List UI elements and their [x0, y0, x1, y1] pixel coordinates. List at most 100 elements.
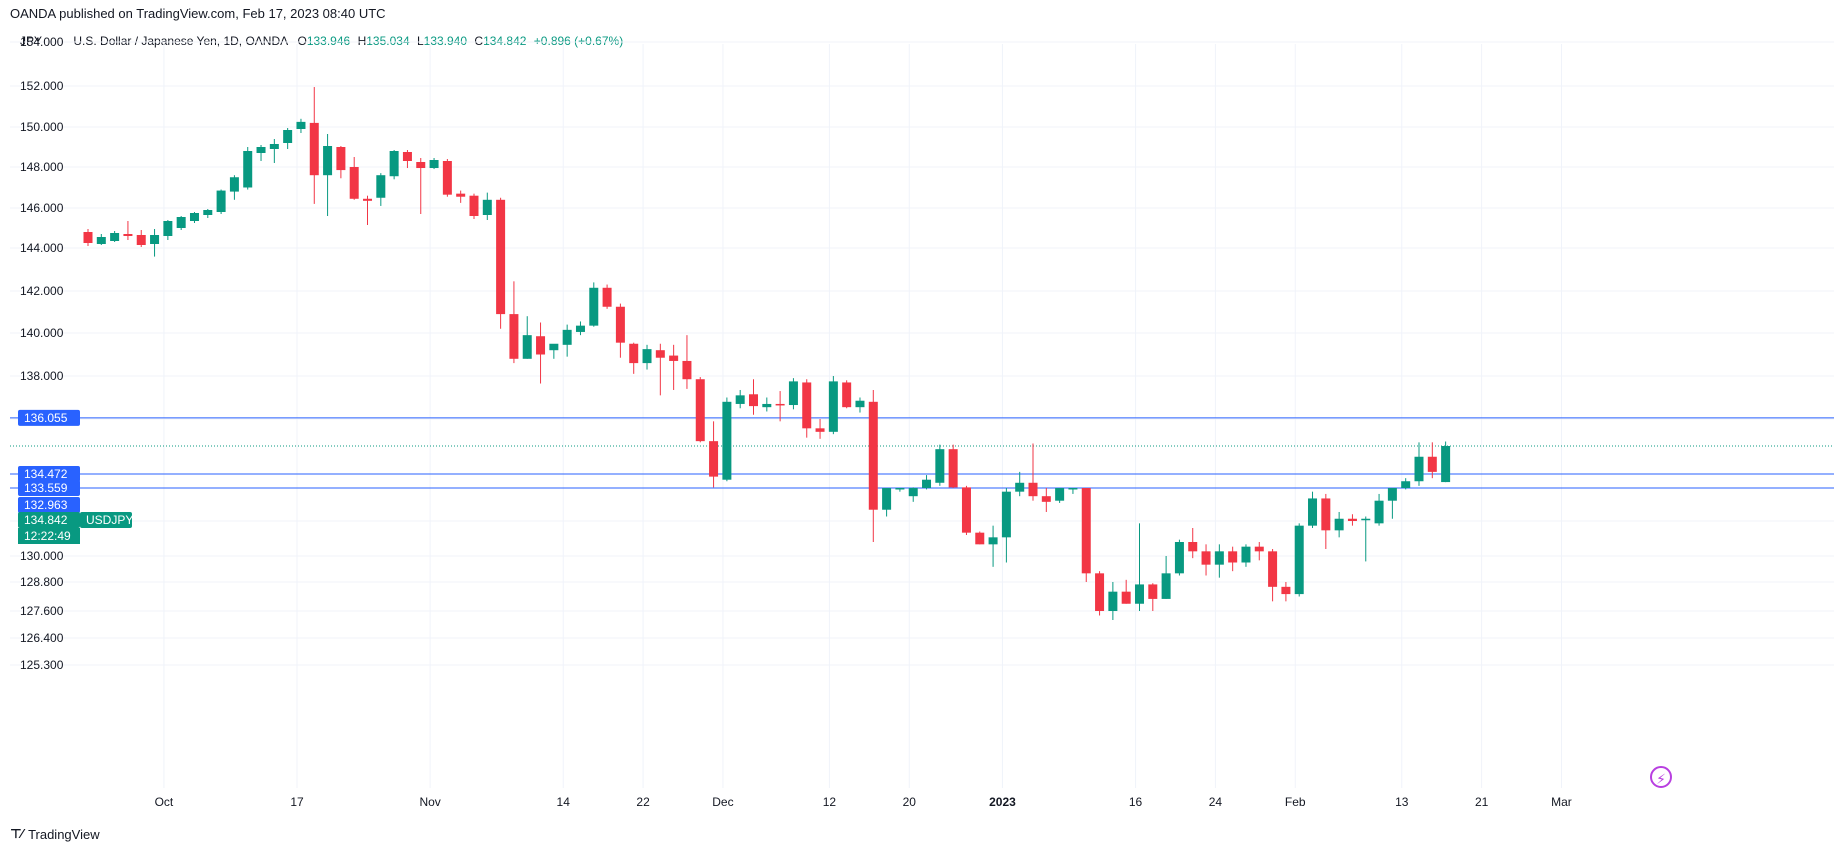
symbol-tag: USDJPY [86, 513, 133, 527]
candle-body [349, 167, 359, 199]
candle-body [150, 235, 160, 244]
low-label: L [416, 34, 424, 48]
candle-body [336, 147, 346, 171]
candle [948, 444, 958, 488]
x-tick-label: 16 [1129, 795, 1143, 809]
lightning-icon[interactable]: ⚡ [1650, 766, 1672, 788]
candle-body [1387, 488, 1397, 501]
candle [1427, 442, 1437, 479]
candle [283, 128, 293, 149]
x-tick-label: 17 [290, 795, 304, 809]
candle [615, 303, 625, 358]
candle [935, 444, 945, 486]
candle [988, 525, 998, 567]
candle-body [243, 151, 253, 188]
candle [549, 343, 559, 359]
candle [1108, 582, 1118, 620]
footer-brand[interactable]: TradingView [28, 826, 100, 842]
last-price-label-bg [18, 512, 80, 528]
candle [882, 488, 892, 517]
candle-body [1188, 542, 1198, 552]
candle-body [1161, 573, 1171, 599]
candle-body [1095, 573, 1105, 611]
candle-body [269, 144, 279, 149]
y-tick-label: 142.000 [20, 284, 64, 298]
candle [1334, 511, 1344, 538]
candle [189, 212, 199, 223]
candle [589, 282, 599, 327]
tradingview-logo-icon[interactable]: ⊤⁄ [10, 826, 23, 841]
candle [1214, 544, 1224, 578]
candle-body [1108, 591, 1118, 611]
candle-body [1041, 496, 1051, 502]
candlestick-chart[interactable]: 154.000 152.000 150.000 148.000 146.000 144.0… [0, 0, 1834, 820]
candle-body [309, 122, 319, 176]
candle-body [1068, 488, 1078, 490]
candle-body [615, 306, 625, 343]
candle-body [655, 350, 665, 358]
candle-body [1361, 518, 1371, 521]
candle-body [1134, 584, 1144, 604]
candle-body [1308, 498, 1318, 526]
footer: ⊤⁄ TradingView [10, 826, 100, 842]
candle-body [1121, 591, 1131, 604]
last-price-label: 134.842 [24, 513, 68, 527]
candle-body [882, 488, 892, 510]
candle [336, 146, 346, 179]
candle [509, 281, 519, 364]
candle-body [363, 198, 373, 201]
candle [136, 230, 146, 247]
candle [1441, 441, 1451, 483]
candle-body [682, 360, 692, 380]
candle [482, 192, 492, 220]
candle-body [482, 199, 492, 215]
candle [1068, 488, 1078, 494]
y-tick-label: 146.000 [20, 201, 64, 215]
candle-body [123, 234, 133, 236]
candle [376, 173, 386, 206]
level-price-label-bg [18, 497, 80, 513]
candle [788, 378, 798, 410]
candle-body [496, 199, 506, 315]
candle-body [868, 401, 878, 510]
candle-body [416, 162, 426, 169]
x-tick-label: Mar [1551, 795, 1572, 809]
level-price-label: 134.472 [24, 467, 68, 481]
candle-body [229, 177, 239, 192]
candle [402, 150, 412, 169]
candle [1347, 514, 1357, 526]
level-price-label: 133.559 [24, 481, 68, 495]
x-tick-label: 22 [636, 795, 650, 809]
level-price-label: 136.055 [24, 411, 68, 425]
candle [176, 216, 186, 230]
close-label: C [474, 34, 484, 48]
instrument-title[interactable]: U.S. Dollar / Japanese Yen, 1D, OANDA [73, 34, 289, 48]
candle [1028, 443, 1038, 501]
candle-body [1015, 482, 1025, 492]
candle [602, 284, 612, 309]
candle [1001, 488, 1011, 563]
candle-body [1441, 446, 1451, 483]
candle-body [1001, 491, 1011, 538]
candle [349, 157, 359, 200]
candle [1414, 442, 1424, 486]
y-tick-label: 126.400 [20, 631, 64, 645]
y-tick-label: 138.000 [20, 369, 64, 383]
x-tick-label: 24 [1209, 795, 1223, 809]
candle-body [1214, 551, 1224, 565]
candle-body [442, 161, 452, 195]
chart-legend: JPY U.S. Dollar / Japanese Yen, 1D, OAND… [20, 34, 627, 48]
candle-body [96, 237, 106, 244]
candle-body [256, 147, 266, 153]
candle-body [536, 336, 546, 355]
candle-body [136, 235, 146, 245]
candle [163, 220, 173, 240]
candle-body [1347, 518, 1357, 521]
candle [496, 197, 506, 329]
candle [735, 389, 745, 409]
candle [655, 343, 665, 396]
candle [895, 488, 905, 492]
candle [429, 158, 439, 170]
time-axis: Oct 17 Nov 14 22 Dec 12 20 2023 16 24 Feb 13 21 Mar [155, 795, 1572, 809]
